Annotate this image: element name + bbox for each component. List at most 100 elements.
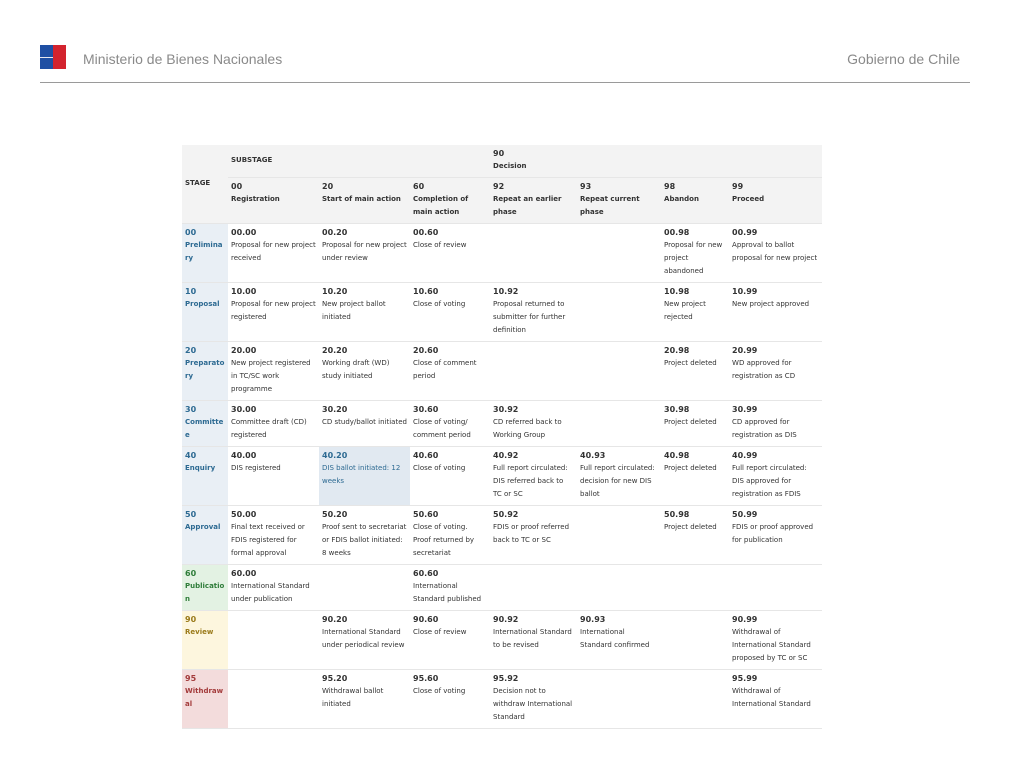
stage-name: Withdrawal bbox=[185, 687, 224, 708]
stage-cell-10: 10 Proposal bbox=[182, 282, 228, 342]
stage-cell-90: 90 Review bbox=[182, 610, 228, 670]
substage-desc: Project deleted bbox=[664, 464, 717, 472]
substage-desc: Full report circulated: DIS approved for… bbox=[732, 464, 807, 498]
substage-code: 40.93 bbox=[580, 451, 606, 460]
substage-cell: 00.99 Approval to ballot proposal for new… bbox=[729, 223, 823, 283]
substage-code: 90.93 bbox=[580, 615, 606, 624]
substage-cell bbox=[577, 564, 662, 611]
substage-cell bbox=[228, 669, 319, 729]
substage-code: 50.00 bbox=[231, 510, 257, 519]
substage-desc: Close of comment period bbox=[413, 359, 477, 380]
substage-code: 60.00 bbox=[231, 569, 257, 578]
table-row: 40 Enquiry 40.00 DIS registered 40.20 DIS bal… bbox=[182, 446, 823, 506]
substage-cell: 30.99 CD approved for registration as DIS bbox=[729, 400, 823, 447]
column-label: Completion of main action bbox=[413, 195, 469, 216]
substage-desc: Project deleted bbox=[664, 523, 717, 531]
substage-code: 00.98 bbox=[664, 228, 690, 237]
substage-cell: 90.60 Close of review bbox=[410, 610, 491, 670]
column-label: Repeat an earlier phase bbox=[493, 195, 562, 216]
column-code: 20 bbox=[322, 182, 334, 191]
stage-name: Enquiry bbox=[185, 464, 216, 472]
column-code: 60 bbox=[413, 182, 425, 191]
substage-cell: 20.60 Close of comment period bbox=[410, 341, 491, 401]
substage-desc: Close of voting/ comment period bbox=[413, 418, 471, 439]
substage-code: 30.60 bbox=[413, 405, 439, 414]
table-row: 90 Review 90.20 International Standard unde… bbox=[182, 610, 823, 670]
substage-code: 50.60 bbox=[413, 510, 439, 519]
substage-cell: 20.00 New project registered in TC/SC wor… bbox=[228, 341, 319, 401]
substage-header: SUBSTAGE bbox=[228, 145, 491, 178]
page-header: Ministerio de Bienes Nacionales Gobierno… bbox=[40, 45, 970, 83]
substage-desc: International Standard under periodical … bbox=[322, 628, 405, 649]
substage-cell: 30.20 CD study/ballot initiated bbox=[319, 400, 410, 447]
substage-cell bbox=[577, 223, 662, 283]
substage-desc: Full report circulated: decision for new… bbox=[580, 464, 655, 498]
column-header-98: 98 Abandon bbox=[661, 177, 730, 224]
substage-cell: 50.00 Final text received or FDIS registe… bbox=[228, 505, 319, 565]
substage-code: 10.92 bbox=[493, 287, 519, 296]
substage-code: 60.60 bbox=[413, 569, 439, 578]
stage-code: 10 bbox=[185, 287, 197, 296]
substage-desc: WD approved for registration as CD bbox=[732, 359, 796, 380]
substage-code: 30.92 bbox=[493, 405, 519, 414]
substage-cell: 10.20 New project ballot initiated bbox=[319, 282, 410, 342]
substage-code: 90.60 bbox=[413, 615, 439, 624]
substage-code: 10.60 bbox=[413, 287, 439, 296]
substage-code: 20.60 bbox=[413, 346, 439, 355]
substage-cell: 90.92 International Standard to be revise… bbox=[490, 610, 578, 670]
substage-code: 90.20 bbox=[322, 615, 348, 624]
substage-cell: 00.60 Close of review bbox=[410, 223, 491, 283]
substage-cell: 50.20 Proof sent to secretariat or FDIS b… bbox=[319, 505, 410, 565]
substage-code: 50.99 bbox=[732, 510, 758, 519]
substage-desc: Final text received or FDIS registered f… bbox=[231, 523, 305, 557]
substage-desc: DIS registered bbox=[231, 464, 281, 472]
substage-cell: 90.99 Withdrawal of International Standar… bbox=[729, 610, 823, 670]
stage-name: Proposal bbox=[185, 300, 220, 308]
column-header-60: 60 Completion of main action bbox=[410, 177, 491, 224]
substage-code: 10.98 bbox=[664, 287, 690, 296]
substage-cell: 50.98 Project deleted bbox=[661, 505, 730, 565]
substage-desc: Close of review bbox=[413, 628, 467, 636]
stage-name: Approval bbox=[185, 523, 221, 531]
government-name: Gobierno de Chile bbox=[847, 51, 960, 67]
substage-code: 00.00 bbox=[231, 228, 257, 237]
substage-code: 10.20 bbox=[322, 287, 348, 296]
substage-cell: 40.99 Full report circulated: DIS approve… bbox=[729, 446, 823, 506]
column-code: 92 bbox=[493, 182, 505, 191]
substage-code: 10.00 bbox=[231, 287, 257, 296]
column-header-00: 00 Registration bbox=[228, 177, 319, 224]
stage-cell-60: 60 Publication bbox=[182, 564, 228, 611]
column-header-92: 92 Repeat an earlier phase bbox=[490, 177, 578, 224]
substage-cell: 40.92 Full report circulated: DIS referre… bbox=[490, 446, 578, 506]
substage-desc: CD approved for registration as DIS bbox=[732, 418, 797, 439]
header-row-top: STAGE SUBSTAGE 90 Decision bbox=[182, 145, 823, 224]
column-label: Abandon bbox=[664, 195, 699, 203]
stage-codes-table: STAGE SUBSTAGE 90 Decision 00 Registratio… bbox=[182, 145, 823, 729]
table-row: 60 Publication 60.00 International Standard… bbox=[182, 564, 823, 611]
substage-cell: 95.92 Decision not to withdraw Internatio… bbox=[490, 669, 578, 729]
substage-cell: 20.98 Project deleted bbox=[661, 341, 730, 401]
substage-cell: 40.93 Full report circulated: decision fo… bbox=[577, 446, 662, 506]
substage-cell: 40.20 DIS ballot initiated: 12 weeks bbox=[319, 446, 410, 506]
substage-cell bbox=[577, 669, 662, 729]
substage-code: 30.99 bbox=[732, 405, 758, 414]
stage-code: 60 bbox=[185, 569, 197, 578]
substage-cell bbox=[577, 400, 662, 447]
substage-cell: 95.99 Withdrawal of International Standar… bbox=[729, 669, 823, 729]
column-label: Start of main action bbox=[322, 195, 401, 203]
substage-code: 40.20 bbox=[322, 451, 348, 460]
substage-desc: Working draft (WD) study initiated bbox=[322, 359, 390, 380]
substage-code: 40.99 bbox=[732, 451, 758, 460]
stage-code: 20 bbox=[185, 346, 197, 355]
stage-cell-95: 95 Withdrawal bbox=[182, 669, 228, 729]
column-header-99: 99 Proceed bbox=[729, 177, 823, 224]
substage-cell: 40.00 DIS registered bbox=[228, 446, 319, 506]
substage-cell: 50.60 Close of voting. Proof returned by … bbox=[410, 505, 491, 565]
stage-cell-20: 20 Preparatory bbox=[182, 341, 228, 401]
substage-desc: New project registered in TC/SC work pro… bbox=[231, 359, 311, 393]
substage-desc: DIS ballot initiated: 12 weeks bbox=[322, 464, 401, 485]
substage-desc: Proof sent to secretariat or FDIS ballot… bbox=[322, 523, 407, 557]
column-code: 00 bbox=[231, 182, 243, 191]
stage-name: Publication bbox=[185, 582, 225, 603]
stage-name: Preliminary bbox=[185, 241, 223, 262]
